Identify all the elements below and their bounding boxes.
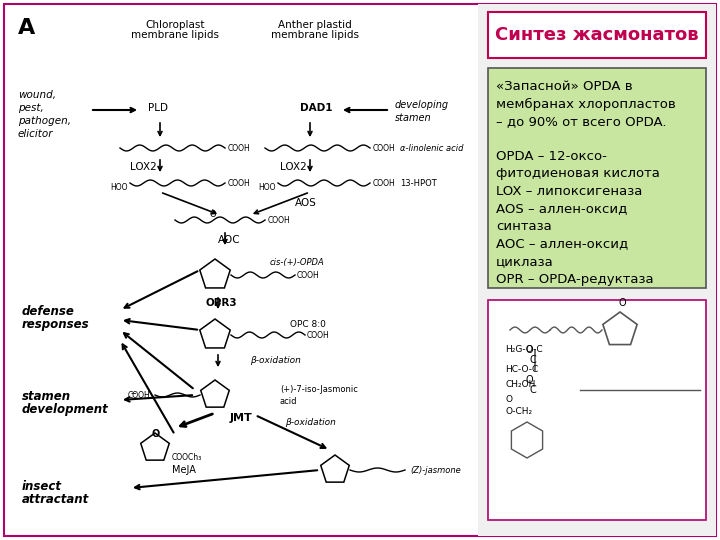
Text: O: O <box>505 395 512 404</box>
Text: COOH: COOH <box>268 216 291 225</box>
Text: фитодиеновая кислота: фитодиеновая кислота <box>496 167 660 180</box>
Text: O: O <box>618 298 626 308</box>
FancyBboxPatch shape <box>4 4 716 536</box>
Text: stamen: stamen <box>395 113 431 123</box>
FancyBboxPatch shape <box>478 4 716 536</box>
Text: OPC 8:0: OPC 8:0 <box>290 320 326 329</box>
Text: development: development <box>22 403 109 416</box>
Text: OPR3: OPR3 <box>205 298 237 308</box>
Text: COOCh₃: COOCh₃ <box>172 453 202 462</box>
Text: (+)-7-iso-Jasmonic: (+)-7-iso-Jasmonic <box>280 385 358 394</box>
FancyBboxPatch shape <box>488 68 706 288</box>
Text: AOC: AOC <box>218 235 240 245</box>
Text: Синтез жасмонатов: Синтез жасмонатов <box>495 26 699 44</box>
Text: циклаза: циклаза <box>496 255 554 268</box>
Text: (Z)-jasmone: (Z)-jasmone <box>410 466 461 475</box>
Text: AOS: AOS <box>295 198 317 208</box>
Text: O: O <box>525 375 533 385</box>
Text: O: O <box>525 345 533 355</box>
Text: LOX2: LOX2 <box>280 162 307 172</box>
Text: AOS – аллен-оксид: AOS – аллен-оксид <box>496 202 627 215</box>
Text: A: A <box>18 18 35 38</box>
Text: wound,: wound, <box>18 90 56 100</box>
Text: Anther plastid: Anther plastid <box>278 20 352 30</box>
Text: cis-(+)-OPDA: cis-(+)-OPDA <box>270 258 325 267</box>
Text: MeJA: MeJA <box>172 465 196 475</box>
Text: membrane lipids: membrane lipids <box>271 30 359 40</box>
FancyBboxPatch shape <box>488 12 706 58</box>
Text: Chloroplast: Chloroplast <box>145 20 204 30</box>
Text: H₂G-O-C: H₂G-O-C <box>505 345 543 354</box>
Text: CH₂OH: CH₂OH <box>505 380 536 389</box>
Text: stamen: stamen <box>22 390 71 403</box>
Text: LOX – липоксигеназа: LOX – липоксигеназа <box>496 185 642 198</box>
Text: insect: insect <box>22 480 62 493</box>
Text: membrane lipids: membrane lipids <box>131 30 219 40</box>
Text: JMT: JMT <box>230 413 253 423</box>
Text: COOH: COOH <box>307 331 330 340</box>
Text: DAD1: DAD1 <box>300 103 333 113</box>
Text: β-oxidation: β-oxidation <box>250 356 301 365</box>
Text: LOX2: LOX2 <box>130 162 157 172</box>
Text: PLD: PLD <box>148 103 168 113</box>
Text: O: O <box>152 429 161 439</box>
Text: C: C <box>530 385 536 395</box>
Text: AOC – аллен-оксид: AOC – аллен-оксид <box>496 238 629 251</box>
Text: acid: acid <box>280 397 297 406</box>
Text: OPR – OPDA-редуктаза: OPR – OPDA-редуктаза <box>496 273 654 286</box>
Text: OPDA – 12-оксо-: OPDA – 12-оксо- <box>496 150 607 163</box>
Text: O-CH₂: O-CH₂ <box>505 407 532 416</box>
Text: «Запасной» OPDA в: «Запасной» OPDA в <box>496 80 633 93</box>
Text: α-linolenic acid: α-linolenic acid <box>400 144 464 153</box>
FancyBboxPatch shape <box>488 300 706 520</box>
Text: COOH: COOH <box>297 271 320 280</box>
Text: β-oxidation: β-oxidation <box>285 418 336 427</box>
Text: elicitor: elicitor <box>18 129 53 139</box>
Text: attractant: attractant <box>22 493 89 506</box>
Text: синтаза: синтаза <box>496 220 552 233</box>
Text: HC-O-C: HC-O-C <box>505 365 539 374</box>
Text: –: – <box>130 388 135 398</box>
Text: COOH: COOH <box>373 144 396 153</box>
Text: responses: responses <box>22 318 89 331</box>
Text: HOO: HOO <box>110 183 127 192</box>
Text: HOO: HOO <box>258 183 276 192</box>
Text: COOH: COOH <box>373 179 396 188</box>
Text: developing: developing <box>395 100 449 110</box>
Text: pathogen,: pathogen, <box>18 116 71 126</box>
Text: O: O <box>210 210 217 219</box>
Text: pest,: pest, <box>18 103 44 113</box>
Text: – до 90% от всего OPDA.: – до 90% от всего OPDA. <box>496 115 667 128</box>
Text: C: C <box>530 355 536 365</box>
Text: COOH: COOH <box>127 391 150 400</box>
Text: 13-HPOT: 13-HPOT <box>400 179 437 188</box>
Text: мембранах хлоропластов: мембранах хлоропластов <box>496 98 676 111</box>
Text: COOH: COOH <box>228 144 251 153</box>
Text: COOH: COOH <box>228 179 251 188</box>
Text: defense: defense <box>22 305 75 318</box>
